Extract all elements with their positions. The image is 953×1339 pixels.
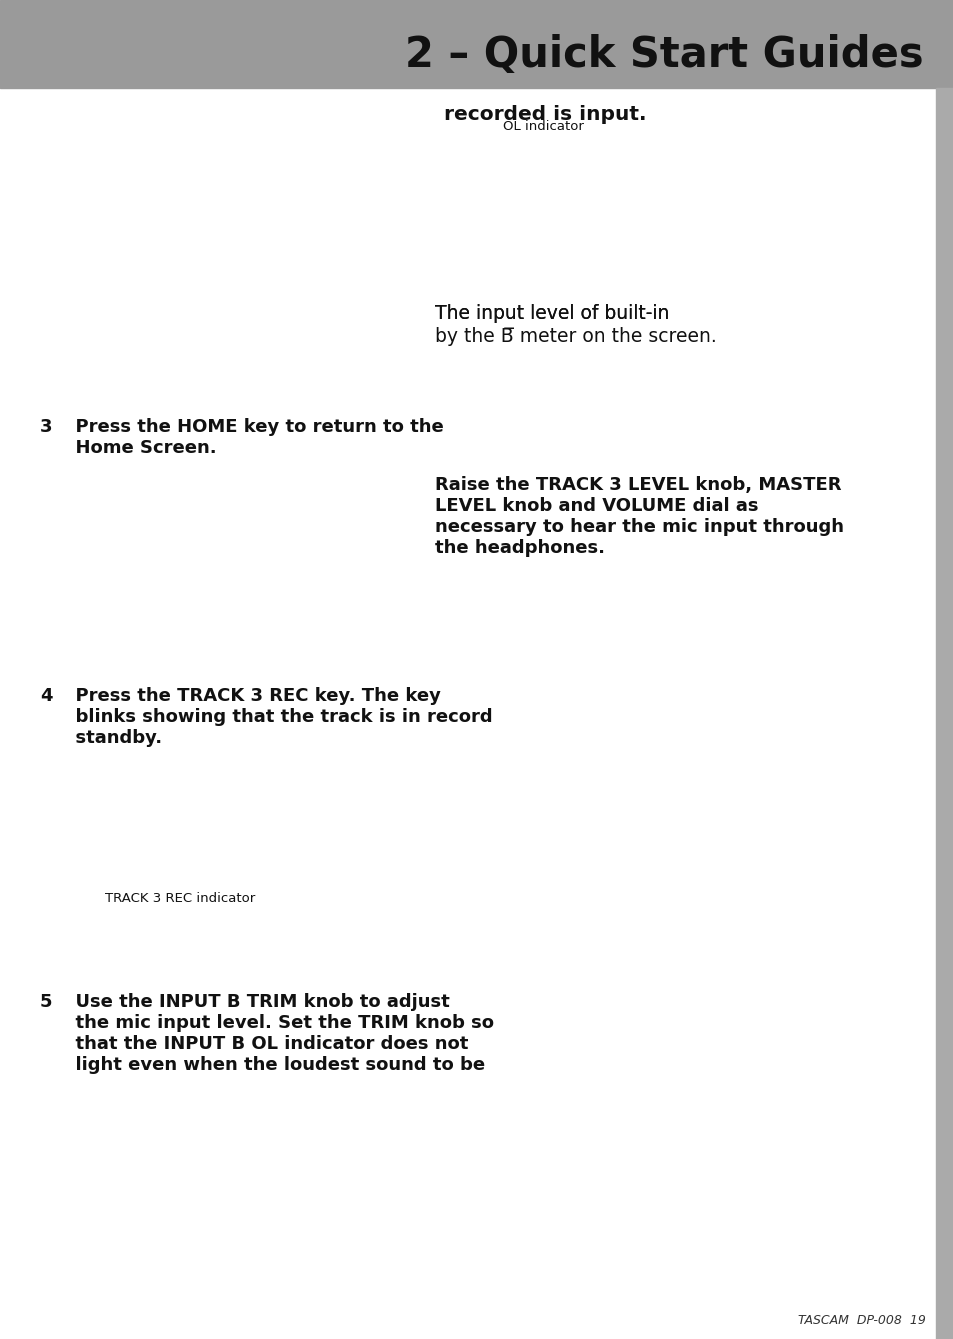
Text: Press the HOME key to return to the: Press the HOME key to return to the: [63, 418, 443, 437]
Text: TASCAM  DP-008  19: TASCAM DP-008 19: [798, 1314, 925, 1327]
Text: LEVEL knob and VOLUME dial as: LEVEL knob and VOLUME dial as: [435, 497, 758, 516]
Text: the headphones.: the headphones.: [435, 540, 604, 557]
Text: light even when the loudest sound to be: light even when the loudest sound to be: [63, 1056, 485, 1074]
Text: necessary to hear the mic input through: necessary to hear the mic input through: [435, 518, 843, 536]
Text: standby.: standby.: [63, 728, 162, 747]
Text: 4: 4: [40, 687, 52, 706]
Text: Use the INPUT B TRIM knob to adjust: Use the INPUT B TRIM knob to adjust: [63, 994, 449, 1011]
Text: The input level of built-in: The input level of built-in: [435, 304, 675, 323]
Text: Raise the TRACK 3 LEVEL knob, MASTER: Raise the TRACK 3 LEVEL knob, MASTER: [435, 475, 841, 494]
Text: by the B̅ meter on the screen.: by the B̅ meter on the screen.: [435, 327, 716, 345]
Text: Press the TRACK 3 REC key. The key: Press the TRACK 3 REC key. The key: [63, 687, 440, 706]
Text: recorded is input.: recorded is input.: [443, 104, 646, 125]
Text: the mic input level. Set the TRIM knob so: the mic input level. Set the TRIM knob s…: [63, 1014, 494, 1032]
Text: TRACK 3 REC indicator: TRACK 3 REC indicator: [105, 892, 254, 905]
Text: blinks showing that the track is in record: blinks showing that the track is in reco…: [63, 708, 492, 726]
Text: 5: 5: [40, 994, 52, 1011]
Text: Home Screen.: Home Screen.: [63, 439, 216, 457]
Bar: [935, 88, 953, 1339]
Text: that the INPUT B OL indicator does not: that the INPUT B OL indicator does not: [63, 1035, 468, 1052]
Bar: [0, 0, 953, 88]
Text: The input level of built-in: The input level of built-in: [435, 304, 675, 323]
Text: OL indicator: OL indicator: [502, 121, 583, 133]
Text: 2 – Quick Start Guides: 2 – Quick Start Guides: [405, 33, 923, 75]
Text: 3: 3: [40, 418, 52, 437]
